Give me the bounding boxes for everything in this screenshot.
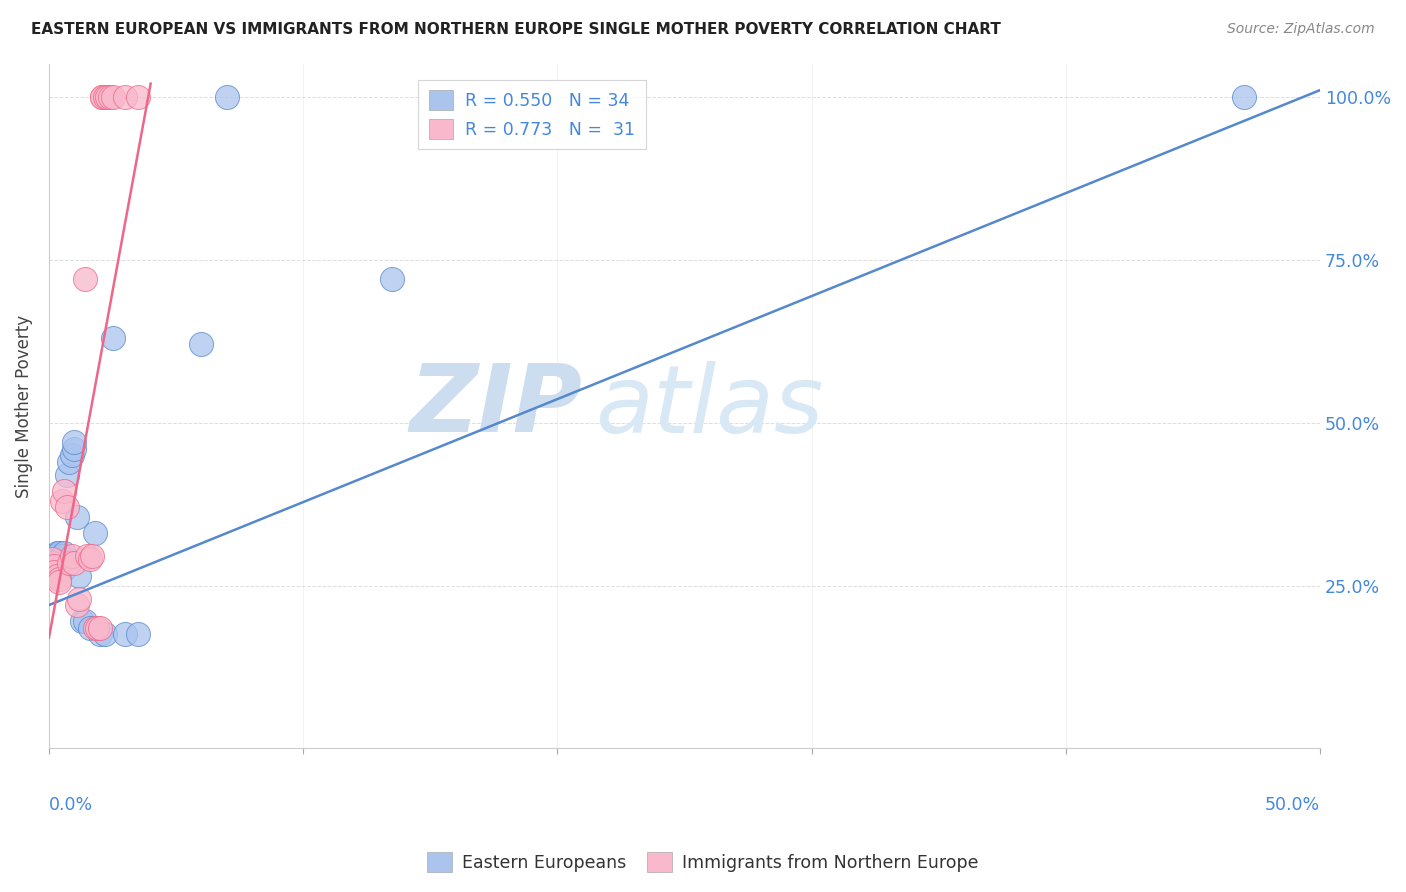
Point (55, 556, 77, 570)
Legend: R = 0.550   N = 34, R = 0.773   N =  31: R = 0.550 N = 34, R = 0.773 N = 31 (419, 79, 645, 149)
Point (41, 552, 63, 566)
Point (73, 615, 96, 629)
Point (82, 549, 104, 564)
Point (45, 549, 67, 564)
Text: EASTERN EUROPEAN VS IMMIGRANTS FROM NORTHERN EUROPE SINGLE MOTHER POVERTY CORREL: EASTERN EUROPEAN VS IMMIGRANTS FROM NORT… (31, 22, 1001, 37)
Point (53, 562, 76, 576)
Point (215, 89, 238, 103)
Point (94, 627, 117, 641)
Point (69, 591, 91, 606)
Point (39, 558, 62, 573)
Point (73, 272, 96, 286)
Point (69, 568, 91, 582)
Text: Source: ZipAtlas.com: Source: ZipAtlas.com (1227, 22, 1375, 37)
Point (42, 549, 65, 564)
Point (96, 89, 118, 103)
Point (114, 627, 136, 641)
Point (63, 435, 86, 450)
Point (79, 552, 101, 566)
Point (86, 621, 108, 635)
Point (70, 615, 93, 629)
Point (51, 549, 73, 564)
Point (39, 549, 62, 564)
Point (55, 500, 77, 515)
Point (48, 556, 70, 570)
Point (41, 556, 63, 570)
Point (83, 621, 105, 635)
Point (60, 549, 83, 564)
Point (53, 483, 76, 498)
Point (98, 89, 121, 103)
Point (381, 272, 404, 286)
Point (89, 621, 111, 635)
Point (58, 556, 80, 570)
Point (45, 568, 67, 582)
Point (41, 556, 63, 570)
Point (48, 546, 70, 560)
Point (190, 337, 212, 351)
Point (41, 549, 63, 564)
Point (127, 89, 149, 103)
Point (42, 552, 65, 566)
Point (83, 526, 105, 541)
Point (127, 627, 149, 641)
Point (94, 89, 117, 103)
Text: 0.0%: 0.0% (49, 797, 93, 814)
Point (55, 467, 77, 482)
Point (1233, 89, 1256, 103)
Point (101, 331, 124, 345)
Point (53, 546, 76, 560)
Point (63, 556, 86, 570)
Point (114, 89, 136, 103)
Point (66, 510, 89, 524)
Point (42, 558, 65, 573)
Point (91, 89, 114, 103)
Text: 50.0%: 50.0% (1265, 797, 1320, 814)
Text: ZIP: ZIP (411, 360, 583, 452)
Point (45, 546, 67, 560)
Point (66, 598, 89, 612)
Point (63, 442, 86, 456)
Text: atlas: atlas (596, 360, 824, 451)
Y-axis label: Single Mother Poverty: Single Mother Poverty (15, 315, 32, 498)
Point (48, 575, 70, 590)
Point (42, 566, 65, 580)
Point (60, 448, 83, 462)
Point (76, 549, 98, 564)
Point (79, 621, 101, 635)
Point (51, 556, 73, 570)
Point (51, 493, 73, 508)
Point (48, 572, 70, 586)
Point (91, 89, 114, 103)
Point (58, 455, 80, 469)
Point (101, 89, 124, 103)
Point (89, 627, 111, 641)
Legend: Eastern Europeans, Immigrants from Northern Europe: Eastern Europeans, Immigrants from North… (420, 845, 986, 879)
